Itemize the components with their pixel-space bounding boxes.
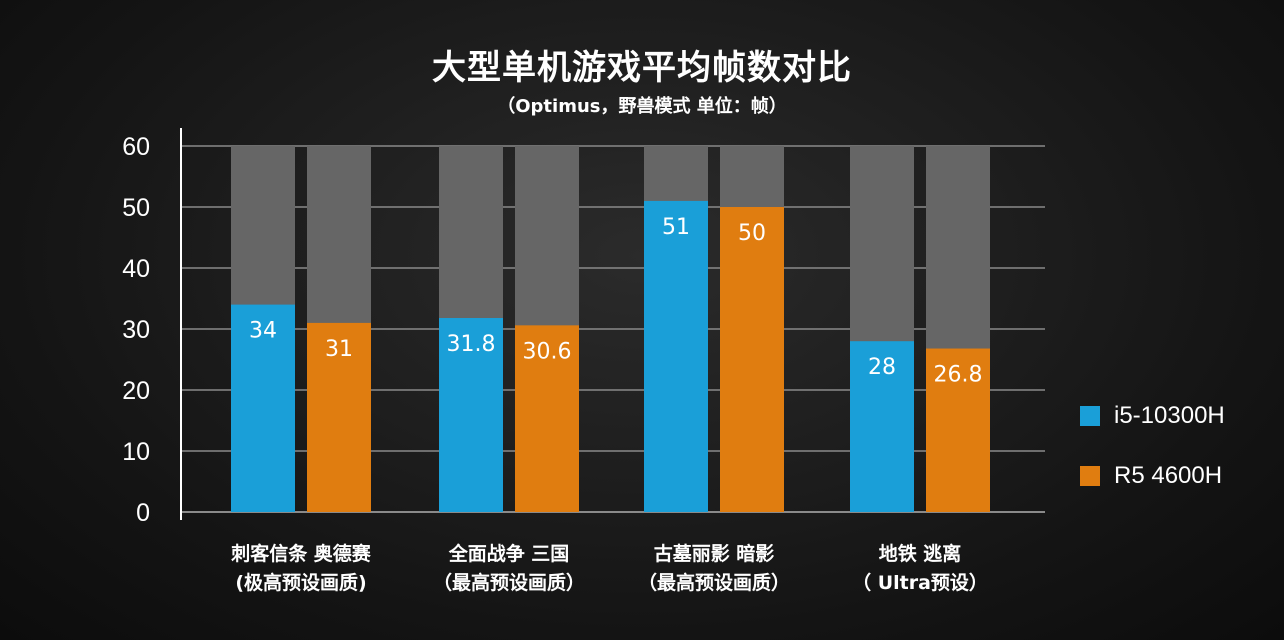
y-tick-label-50: 50: [122, 194, 150, 222]
y-tick-label-40: 40: [122, 255, 150, 283]
bar-3-0: [850, 341, 914, 512]
bar-0-1: [307, 322, 371, 512]
y-tick-label-10: 10: [122, 438, 150, 466]
x-tick-label-2-1: （最高预设画质）: [638, 571, 790, 594]
x-tick-label-3-0: 地铁 逃离: [879, 542, 962, 565]
data-label-0-1: 31: [325, 337, 353, 362]
legend-item-r5: R5 4600H: [1080, 460, 1225, 492]
bar-2-1: [720, 207, 784, 512]
x-tick-label-2-0: 古墓丽影 暗影: [654, 542, 775, 565]
legend: i5-10300H R5 4600H: [1080, 400, 1225, 520]
bar-2-0: [644, 200, 708, 512]
x-tick-label-1-0: 全面战争 三国: [448, 542, 570, 565]
bar-1-1: [515, 325, 579, 512]
bars: 34 31 31.8 30.6 51 50 28 26.8: [231, 146, 990, 512]
x-axis-labels: 刺客信条 奥德赛 (极高预设画质) 全面战争 三国 （最高预设画质） 古墓丽影 暗影 （最…: [231, 542, 988, 594]
data-label-1-0: 31.8: [447, 332, 496, 357]
legend-swatch-r5: [1080, 466, 1100, 486]
y-axis-ticks: 0 10 20 30 40 50 60: [122, 133, 150, 527]
y-tick-label-0: 0: [136, 499, 150, 527]
bar-1-0: [439, 318, 503, 512]
data-label-2-1: 50: [738, 221, 766, 246]
data-label-3-1: 26.8: [934, 363, 983, 388]
bar-0-0: [231, 304, 295, 512]
legend-item-i5: i5-10300H: [1080, 400, 1225, 432]
legend-label-r5: R5 4600H: [1114, 462, 1223, 489]
chart-title: 大型单机游戏平均帧数对比: [432, 48, 852, 88]
data-label-3-0: 28: [868, 355, 896, 380]
data-label-0-0: 34: [249, 319, 277, 344]
x-tick-label-3-1: （ Ultra预设）: [852, 571, 988, 594]
y-tick-label-30: 30: [122, 316, 150, 344]
x-tick-label-1-1: （最高预设画质）: [433, 571, 585, 594]
x-tick-label-0-0: 刺客信条 奥德赛: [231, 542, 372, 565]
legend-label-i5: i5-10300H: [1114, 402, 1225, 429]
data-label-2-0: 51: [662, 215, 690, 240]
data-label-1-1: 30.6: [523, 339, 572, 364]
bar-3-1: [926, 348, 990, 512]
x-tick-label-0-1: (极高预设画质): [235, 571, 366, 594]
chart-subtitle: （Optimus，野兽模式 单位：帧）: [497, 96, 787, 117]
y-tick-label-20: 20: [122, 377, 150, 405]
y-tick-label-60: 60: [122, 133, 150, 161]
legend-swatch-i5: [1080, 406, 1100, 426]
